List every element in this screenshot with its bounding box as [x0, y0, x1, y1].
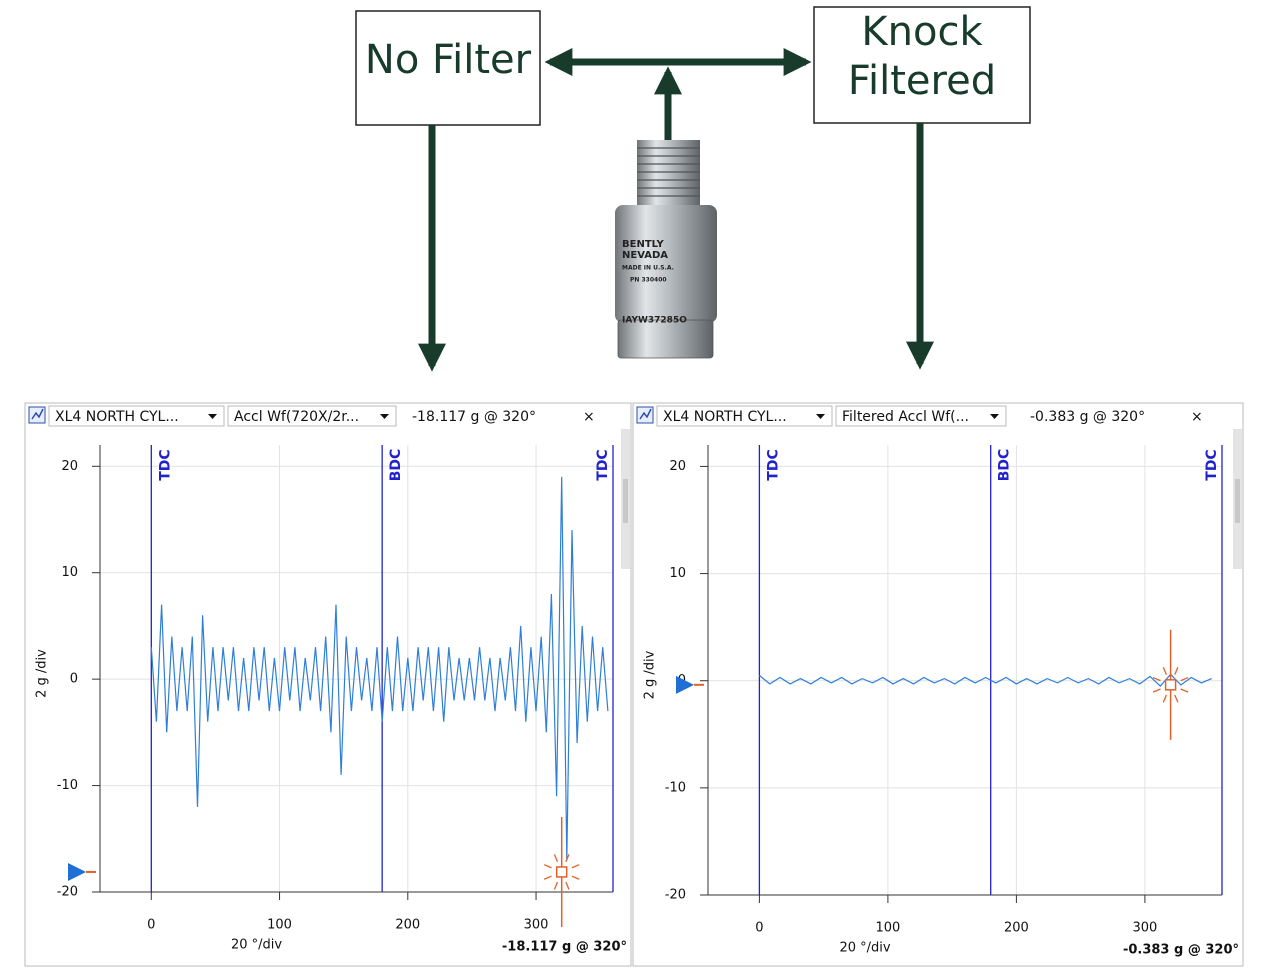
sensor-text: MADE IN U.S.A. — [622, 265, 674, 272]
chart-panel: XL4 NORTH CYL... Filtered Accl Wf(... -0.3… — [632, 402, 1244, 967]
x-tick-label: 300 — [1132, 921, 1157, 936]
sensor-body — [615, 205, 717, 323]
cursor-ray — [1180, 688, 1189, 693]
y-axis-label: 2 g /div — [35, 649, 50, 698]
dropdown-arrow — [208, 414, 217, 419]
cursor-ray — [1152, 676, 1161, 682]
y-tick-label: 10 — [61, 565, 78, 580]
dropdown-arrow — [816, 414, 825, 419]
x-tick-label: 100 — [875, 921, 900, 936]
sensor-text: PN 330400 — [630, 277, 667, 284]
phase-marker-label: TDC — [765, 449, 781, 480]
scroll-thumb[interactable] — [1235, 479, 1240, 523]
waveform — [759, 673, 1212, 687]
cursor-ray — [553, 854, 559, 863]
phase-marker-label: BDC — [388, 449, 404, 482]
cursor-value-label: -18.117 g @ 320° — [502, 940, 627, 955]
sensor-hex — [617, 319, 714, 359]
y-tick-label: -10 — [57, 778, 78, 793]
y-tick-label: -20 — [665, 888, 686, 903]
cursor-ray — [1162, 694, 1167, 703]
dropdown-arrow — [990, 414, 999, 419]
y-tick-label: 0 — [70, 672, 78, 687]
cursor-ray — [543, 864, 552, 869]
scroll-thumb[interactable] — [623, 479, 628, 523]
cursor-ray — [1174, 667, 1179, 675]
phase-marker-label: TDC — [157, 449, 173, 480]
y-axis-label: 2 g /div — [643, 650, 658, 699]
cursor-readout: -0.383 g @ 320° — [1030, 409, 1145, 425]
x-axis-label: 20 °/div — [839, 941, 890, 956]
chart-panel: XL4 NORTH CYL... Accl Wf(720X/2r... -18.11… — [24, 402, 632, 967]
diagram: No Filter Knock Filtered BENTLY NEVADA M… — [355, 6, 1031, 372]
x-tick-label: 200 — [395, 918, 420, 933]
y-tick-label: 20 — [669, 459, 686, 474]
y-tick-label: -20 — [57, 885, 78, 900]
x-tick-label: 0 — [755, 921, 763, 936]
dropdown[interactable] — [835, 405, 1007, 427]
dropdown-label: Filtered Accl Wf(... — [842, 409, 969, 425]
phase-marker-label: TDC — [1204, 449, 1220, 480]
dropdown-label: Accl Wf(720X/2r... — [234, 409, 359, 425]
cursor-level — [676, 675, 694, 694]
dropdown[interactable] — [656, 405, 833, 427]
cursor-value-label: -0.383 g @ 320° — [1123, 943, 1239, 958]
sensor-thread — [637, 140, 700, 208]
cursor-ray — [571, 864, 580, 869]
dropdown-label: XL4 NORTH CYL... — [55, 409, 179, 425]
box — [813, 6, 1031, 124]
thread-lines — [637, 147, 700, 197]
x-tick-label: 300 — [524, 918, 549, 933]
dropdown[interactable] — [227, 405, 397, 427]
x-axis-label: 20 °/div — [231, 938, 282, 953]
cursor-ray — [565, 881, 570, 890]
y-tick-label: 10 — [669, 566, 686, 581]
sensor-text: IAYW37285O — [622, 316, 687, 326]
chart-icon-glyph — [639, 408, 652, 420]
sensor-text: NEVADA — [622, 250, 668, 261]
close-button[interactable]: × — [1191, 409, 1203, 425]
cursor-ray — [1152, 688, 1161, 693]
phase-marker-label: TDC — [595, 449, 611, 480]
waveform — [150, 476, 609, 861]
box-label: Filtered — [848, 58, 996, 104]
cursor-readout: -18.117 g @ 320° — [412, 409, 536, 425]
sensor-text: BENTLY — [622, 239, 664, 250]
cursor-ray — [553, 881, 559, 890]
close-button[interactable]: × — [583, 409, 595, 425]
cursor-point — [1164, 679, 1177, 691]
y-tick-label: 20 — [61, 459, 78, 474]
cursor-ray — [571, 875, 580, 880]
x-tick-label: 0 — [147, 918, 155, 933]
x-tick-label: 100 — [267, 918, 292, 933]
dropdown-arrow — [380, 414, 389, 419]
cursor-level — [68, 862, 86, 881]
cursor-ray — [565, 854, 570, 863]
panel-frame — [632, 402, 1244, 967]
sensor: BENTLY NEVADA MADE IN U.S.A. PN 330400 I… — [615, 140, 717, 359]
dropdown[interactable] — [48, 405, 225, 427]
charts: XL4 NORTH CYL... Accl Wf(720X/2r... -18.11… — [24, 402, 1244, 967]
x-tick-label: 200 — [1004, 921, 1029, 936]
box-label: Knock — [861, 9, 983, 55]
cursor-ray — [1180, 676, 1189, 682]
box-label: No Filter — [365, 37, 532, 83]
cursor-point — [555, 866, 568, 878]
y-tick-label: -10 — [665, 780, 686, 795]
phase-marker-label: BDC — [997, 449, 1013, 482]
cursor-ray — [543, 875, 552, 880]
cursor-ray — [1162, 667, 1167, 675]
cursor-ray — [1174, 694, 1179, 703]
box — [355, 10, 541, 126]
chart-icon-glyph — [31, 408, 44, 420]
dropdown-label: XL4 NORTH CYL... — [663, 409, 787, 425]
